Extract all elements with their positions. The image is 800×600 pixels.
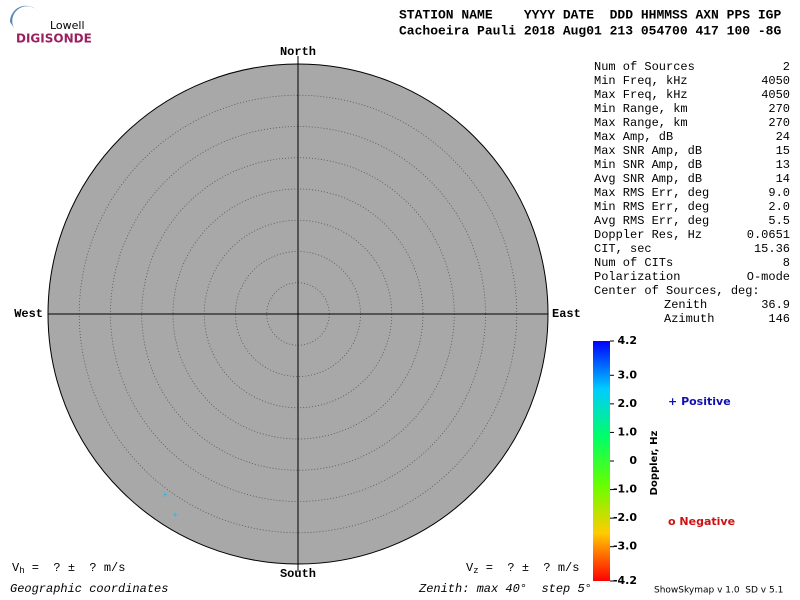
stat-value: 15 xyxy=(776,144,790,158)
stat-value: 270 xyxy=(768,102,790,116)
stat-label: Max Amp, dB xyxy=(594,130,673,144)
dir-east: East xyxy=(552,307,581,321)
legend-negative: o Negative xyxy=(668,515,735,528)
stat-value: 5.5 xyxy=(768,214,790,228)
header-columns: STATION NAME YYYY DATE DDD HHMMSS AXN PP… xyxy=(399,7,781,22)
source-point: + xyxy=(173,511,178,521)
legend-positive: + Positive xyxy=(668,395,731,408)
stat-label: Num of CITs xyxy=(594,256,673,270)
vz-symbol: V xyxy=(466,561,474,575)
dir-west: West xyxy=(14,307,43,321)
colorbar-title: Doppler, Hz xyxy=(649,431,660,496)
colorbar xyxy=(593,341,610,581)
colorbar-tick-label: 1.0 xyxy=(618,425,638,438)
dir-north: North xyxy=(280,45,316,59)
stat-value: 2 xyxy=(783,60,790,74)
stat-label: Polarization xyxy=(594,270,680,284)
vz: Vz = ? ± ? m/s xyxy=(466,561,579,576)
center-value: 36.9 xyxy=(761,298,790,312)
stat-label: Min RMS Err, deg xyxy=(594,200,709,214)
stat-label: Num of Sources xyxy=(594,60,695,74)
stat-value: 4050 xyxy=(761,88,790,102)
center-value: 146 xyxy=(768,312,790,326)
dir-south: South xyxy=(280,567,316,581)
stat-label: Max Freq, kHz xyxy=(594,88,688,102)
center-title: Center of Sources, deg: xyxy=(594,284,760,298)
ring-step: 5 xyxy=(577,582,584,596)
zenith-info: Zenith: max 40° step 5° xyxy=(418,582,592,596)
stat-label: Min Range, km xyxy=(594,102,688,116)
colorbar-tick-label: -4.2 xyxy=(613,574,637,587)
vh: Vh = ? ± ? m/s xyxy=(12,561,125,576)
center-label: Azimuth xyxy=(664,312,714,326)
stat-value: O-mode xyxy=(747,270,790,284)
vz-sub: z xyxy=(473,566,478,576)
stat-label: Max SNR Amp, dB xyxy=(594,144,702,158)
zenith-max: 40 xyxy=(505,582,519,596)
colorbar-tick-label: 3.0 xyxy=(618,368,638,381)
stat-label: Avg SNR Amp, dB xyxy=(594,172,702,186)
stat-value: 270 xyxy=(768,116,790,130)
degree: ° xyxy=(520,582,527,596)
vh-symbol: V xyxy=(12,561,20,575)
version: ShowSkymap v 1.0 SD v 5.1 xyxy=(654,586,783,596)
center-label: Zenith xyxy=(664,298,707,312)
legend-negative-symbol: o xyxy=(668,515,676,528)
coords-label: Geographic coordinates xyxy=(10,582,168,596)
colorbar-tick-label: 0 xyxy=(629,454,637,467)
logo-bottom: DIGISONDE xyxy=(16,32,92,46)
stat-label: Min SNR Amp, dB xyxy=(594,158,702,172)
stat-value: 8 xyxy=(783,256,790,270)
stat-label: Doppler Res, Hz xyxy=(594,228,702,242)
stat-value: 24 xyxy=(776,130,790,144)
stat-label: Max Range, km xyxy=(594,116,688,130)
colorbar-tick-label: -3.0 xyxy=(613,540,637,553)
stat-value: 15.36 xyxy=(754,242,790,256)
colorbar-tick-label: 2.0 xyxy=(618,397,638,410)
stat-value: 4050 xyxy=(761,74,790,88)
legend-positive-text: Positive xyxy=(681,395,731,408)
stat-label: Min Freq, kHz xyxy=(594,74,688,88)
colorbar-tick-label: -1.0 xyxy=(613,483,637,496)
legend-positive-symbol: + xyxy=(668,395,677,408)
colorbar-tick-label: -2.0 xyxy=(613,511,637,524)
vz-text: = ? ± ? m/s xyxy=(479,561,580,575)
header-values: Cachoeira Pauli 2018 Aug01 213 054700 41… xyxy=(399,23,781,38)
stat-value: 9.0 xyxy=(768,186,790,200)
stat-label: CIT, sec xyxy=(594,242,652,256)
zenith-label: Zenith: max xyxy=(418,582,499,596)
logo-swoosh xyxy=(9,5,40,28)
colorbar-tick-label: 4.2 xyxy=(618,334,638,347)
legend-negative-text: Negative xyxy=(679,515,735,528)
vh-text: = ? ± ? m/s xyxy=(25,561,126,575)
stat-value: 13 xyxy=(776,158,790,172)
logo-top: Lowell xyxy=(50,19,85,32)
source-point: + xyxy=(162,491,167,501)
skymap-plot: ++ xyxy=(47,56,549,572)
stat-value: 14 xyxy=(776,172,790,186)
vh-sub: h xyxy=(19,566,24,576)
step-label: step xyxy=(541,582,570,596)
stat-value: 2.0 xyxy=(768,200,790,214)
stat-label: Avg RMS Err, deg xyxy=(594,214,709,228)
stat-label: Max RMS Err, deg xyxy=(594,186,709,200)
degree: ° xyxy=(585,582,592,596)
stat-value: 0.0651 xyxy=(747,228,790,242)
